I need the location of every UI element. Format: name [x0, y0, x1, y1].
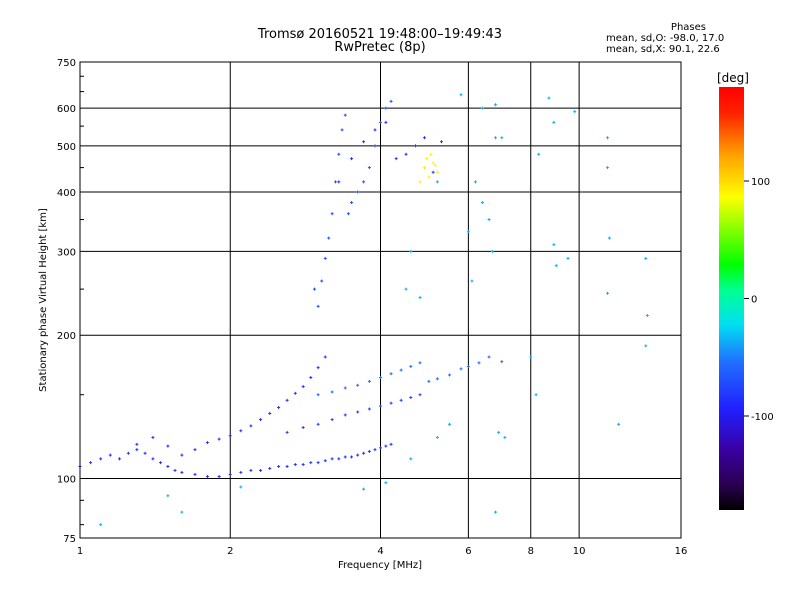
x-tick-label: 6 — [465, 546, 471, 557]
x-tick-label: 1 — [77, 546, 83, 557]
colorbar-unit-label: [deg] — [717, 71, 749, 85]
x-tick-label: 10 — [573, 546, 586, 557]
data-points — [78, 93, 649, 527]
phase-stats-x: mean, sd,X: 90.1, 22.6 — [606, 44, 720, 55]
x-tick-label: 16 — [675, 546, 688, 557]
plot-frame — [79, 61, 682, 539]
y-axis: 750 600 500 400 300 200 100 75 — [57, 58, 84, 545]
x-axis-label: Frequency [MHz] — [338, 560, 422, 571]
colorbar-tick-label: -100 — [751, 412, 774, 423]
phase-stats-heading: Phases — [670, 22, 706, 33]
colorbar-tick-label: 100 — [751, 177, 770, 188]
y-axis-label: Stationary phase Virtual Height [km] — [38, 208, 49, 392]
colorbar-axis: 100 0 -100 — [744, 177, 774, 423]
x-tick-label: 8 — [528, 546, 534, 557]
y-tick-label: 600 — [57, 104, 76, 115]
phase-stats: Phases mean, sd,O: -98.0, 17.0 mean, sd,… — [606, 22, 725, 55]
y-tick-label: 750 — [57, 58, 76, 69]
phase-stats-o: mean, sd,O: -98.0, 17.0 — [606, 33, 725, 44]
colorbar-tick-label: 0 — [751, 295, 757, 306]
y-tick-label: 75 — [63, 534, 76, 545]
y-tick-label: 400 — [57, 188, 76, 199]
x-tick-label: 2 — [227, 546, 233, 557]
chart-title: Tromsø 20160521 19:48:00–19:49:43 — [257, 27, 503, 42]
y-tick-label: 200 — [57, 331, 76, 342]
x-axis: 1 2 4 6 8 10 16 — [77, 546, 688, 557]
grid-lines — [80, 62, 681, 538]
y-tick-label: 500 — [57, 142, 76, 153]
chart-subtitle: RwPretec (8p) — [334, 40, 426, 55]
y-tick-label: 300 — [57, 247, 76, 258]
y-tick-label: 100 — [57, 475, 76, 486]
x-tick-label: 4 — [377, 546, 383, 557]
colorbar — [719, 87, 744, 510]
